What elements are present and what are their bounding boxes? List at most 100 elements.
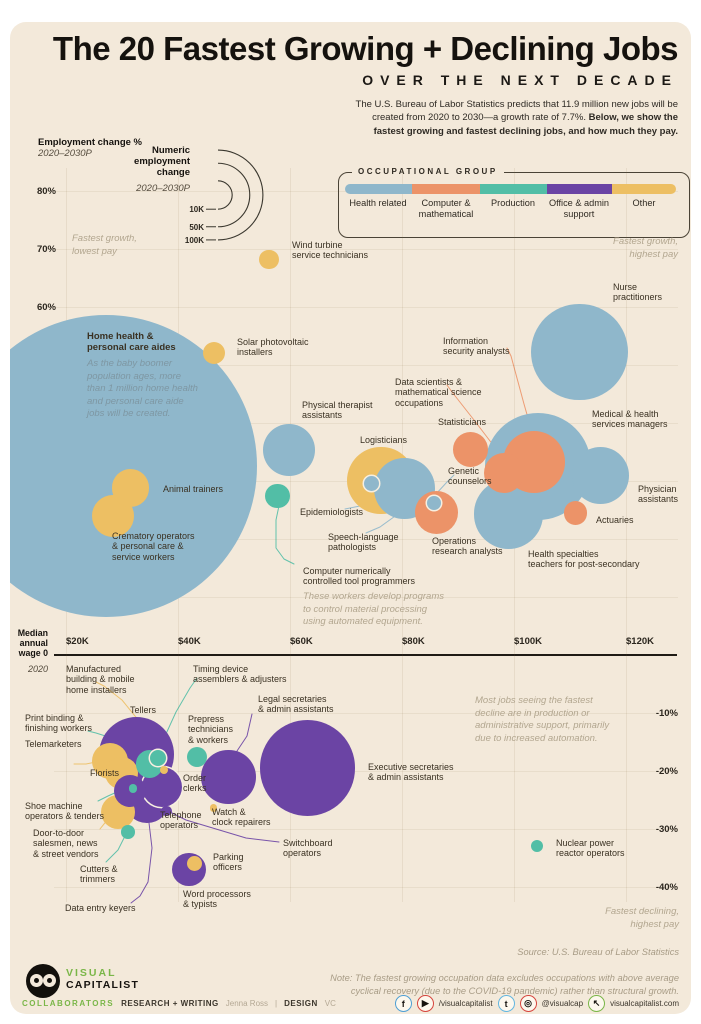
- connector-cutters-trimmers: [105, 833, 127, 863]
- label-speech-language-pathologists: Speech-language pathologists: [328, 532, 399, 553]
- label-genetic-counselors: Genetic counselors: [448, 466, 492, 487]
- gridline-y: [54, 829, 678, 830]
- y-tick-label: -30%: [655, 824, 678, 835]
- legend-label-office: Office & admin support: [548, 198, 610, 220]
- connector-computer-numerically-controlled-tool-programmers: [275, 500, 295, 565]
- size-legend-sub: 2020–2030P: [136, 183, 190, 194]
- connector-data-entry-keyers: [130, 805, 153, 904]
- bubble-timing-device-assemblers-adjusters: [150, 750, 167, 767]
- bubble-telephone-operators: [161, 805, 173, 817]
- gridline-y: [54, 597, 678, 598]
- annotation-cnc-note: These workers develop programs to contro…: [303, 591, 444, 628]
- gridline-y: [54, 365, 678, 366]
- logo-lens-right: [43, 974, 56, 987]
- gridline-y: [54, 307, 678, 308]
- size-legend-title: Numeric employment change: [134, 145, 190, 178]
- bubble-computer-numerically-controlled-tool-programmers: [265, 483, 290, 509]
- legend-swatch-production: [480, 184, 547, 194]
- x-tick-label: $20K: [66, 636, 89, 647]
- size-legend-tick-label: 10K: [189, 205, 204, 215]
- source-note: Source: U.S. Bureau of Labor Statistics …: [330, 933, 679, 1011]
- intro-paragraph: The U.S. Bureau of Labor Statistics pred…: [348, 98, 678, 138]
- label-tellers: Tellers: [130, 705, 157, 715]
- bubble-wind-turbine-service-technicians: [259, 249, 279, 270]
- flipboard-icon[interactable]: ▶: [416, 995, 434, 1012]
- size-legend-arc-50K: [217, 162, 251, 228]
- label-operations-research-analysts: Operations research analysts: [432, 536, 503, 557]
- y-axis-title-sub: 2020–2030P: [38, 148, 92, 159]
- gridline-y: [54, 887, 678, 888]
- bubble-cutters-trimmers: [121, 825, 135, 839]
- social-links-row: f ▶ /visualcapitalist t ◎ @visualcap ↖ visualca…: [394, 995, 679, 1012]
- gridline-x: [626, 168, 627, 902]
- x-tick-label: $40K: [178, 636, 201, 647]
- logo-text-visual: VISUAL: [66, 967, 117, 979]
- legend-swatch-computer: [412, 184, 480, 194]
- legend-label-computer: Computer & mathematical: [418, 198, 474, 220]
- note-line: Note: The fastest growing occupation dat…: [330, 973, 679, 997]
- gridline-y: [54, 423, 678, 424]
- connector-data-scientists-mathematical-science-occupations: [446, 384, 504, 459]
- facebook-icon[interactable]: f: [394, 995, 412, 1012]
- logo-text-capitalist: CAPITALIST: [66, 979, 140, 991]
- bubble-nuclear-power-reactor-operators: [530, 840, 543, 853]
- bubble-data-scientists-mathematical-science-occupations: [484, 452, 525, 493]
- label-florists: Florists: [90, 768, 119, 778]
- occupational-group-legend-title: OCCUPATIONAL GROUP: [352, 167, 504, 176]
- label-data-scientists-mathematical-science-occupations: Data scientists & mathematical science o…: [395, 377, 482, 408]
- source-line: Source: U.S. Bureau of Labor Statistics: [517, 947, 679, 958]
- label-health-specialties-teachers-for-post-secondary: Health specialties teachers for post-sec…: [528, 549, 640, 570]
- legend-label-production: Production: [491, 198, 535, 208]
- design-label: DESIGN: [284, 999, 318, 1008]
- bubble-physical-therapist-assistants: [262, 423, 315, 476]
- size-legend-arc-100K: [217, 149, 264, 241]
- y-tick-label: 70%: [36, 244, 56, 255]
- label-logisticians: Logisticians: [360, 435, 408, 445]
- annotation-growth-lowest: Fastest growth, lowest pay: [72, 233, 137, 257]
- label-manufactured-building-mobile-home-installers: Manufactured building & mobile home inst…: [66, 664, 135, 695]
- y-tick-label: -20%: [655, 766, 678, 777]
- bubble-legal-secretaries-admin-assistants: [201, 749, 256, 805]
- bubble-genetic-counselors: [426, 495, 442, 511]
- x-tick-label: $60K: [290, 636, 313, 647]
- label-home-health-personal-care-aides: Home health & personal care aides: [87, 331, 176, 354]
- x-tick-label: $80K: [402, 636, 425, 647]
- label-nurse-practitioners: Nurse practitioners: [613, 282, 663, 303]
- annotation-growth-highest: Fastest growth, highest pay: [613, 236, 678, 260]
- legend-label-other: Other: [632, 198, 656, 208]
- social-handle[interactable]: @visualcap: [541, 999, 584, 1008]
- y-tick-label: -40%: [655, 882, 678, 893]
- label-wind-turbine-service-technicians: Wind turbine service technicians: [292, 240, 369, 261]
- bubble-shoe-machine-operators-tenders: [128, 784, 138, 793]
- occupational-group-legend-box: [338, 172, 690, 238]
- twitter-icon[interactable]: t: [497, 995, 515, 1012]
- chart-area: The 20 Fastest Growing + Declining Jobs …: [10, 22, 691, 1014]
- visual-capitalist-logo-icon: [26, 964, 60, 998]
- bubble-watch-clock-repairers: [209, 804, 218, 812]
- annotation-declining-highest: Fastest declining, highest pay: [605, 906, 679, 930]
- label-solar-photovoltaic-installers: Solar photovoltaic installers: [237, 337, 309, 358]
- bubble-executive-secretaries-admin-assistants: [259, 720, 356, 816]
- y-axis-title-label: Employment change %: [38, 137, 142, 148]
- connector-genetic-counselors: [435, 474, 455, 495]
- label-animal-trainers: Animal trainers: [163, 484, 224, 494]
- infographic-card: The 20 Fastest Growing + Declining Jobs …: [10, 22, 691, 1014]
- y-axis-title: Employment change % 2020–2030P: [38, 137, 142, 159]
- label-medical-health-services-managers: Medical & health services managers: [592, 409, 668, 430]
- label-information-security-analysts: Information security analysts: [443, 336, 510, 357]
- instagram-icon[interactable]: ◎: [519, 995, 537, 1012]
- y-tick-label: 80%: [36, 186, 56, 197]
- cursor-icon[interactable]: ↖: [588, 995, 606, 1012]
- social-handle[interactable]: /visualcapitalist: [438, 999, 493, 1008]
- size-legend-arc-10K: [217, 180, 233, 210]
- label-switchboard-operators: Switchboard operators: [283, 838, 333, 859]
- x-axis-line: [54, 654, 677, 656]
- social-handle[interactable]: visualcapitalist.com: [610, 999, 679, 1008]
- label-epidemiologists: Epidemiologists: [300, 507, 364, 517]
- intro-bold: Below, we show the fastest growing and f…: [373, 112, 678, 137]
- bubble-statisticians: [453, 432, 489, 467]
- bubble-manufactured-building-mobile-home-installers: [160, 765, 169, 774]
- annotation-home-health-note: As the baby boomer population ages, more…: [87, 358, 198, 420]
- collaborators-divider: |: [275, 999, 278, 1008]
